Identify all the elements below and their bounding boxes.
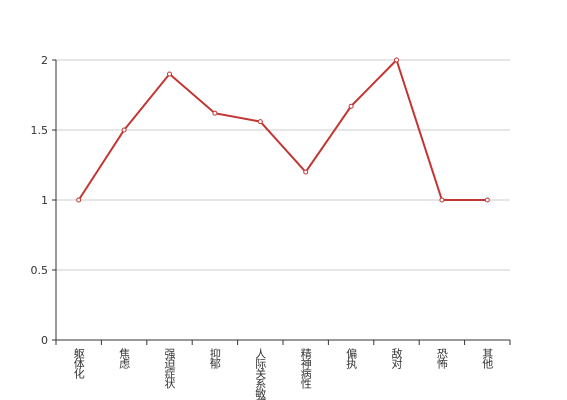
x-tick-label: 其他 — [481, 348, 494, 369]
point — [348, 103, 354, 109]
point — [484, 197, 490, 203]
x-tick-label: 抑郁 — [208, 347, 221, 369]
point — [394, 57, 399, 63]
point — [121, 127, 127, 133]
x-tick-label: 躯体化 — [72, 348, 85, 380]
x-tick-label: 恐怖 — [435, 348, 448, 369]
point — [76, 197, 82, 203]
x-tick-label: 精神病性 — [299, 348, 312, 390]
y-tick-label: 1 — [41, 194, 48, 207]
point — [167, 71, 172, 77]
point — [257, 119, 263, 125]
y-tick-label: 1.5 — [31, 124, 49, 137]
y-tick-label: 2 — [41, 54, 48, 67]
x-tick-label: 焦虑 — [118, 348, 131, 369]
y-tick-label: 0.5 — [31, 264, 49, 277]
x-tick-label: 敌对 — [390, 347, 403, 369]
y-tick-label: 0 — [41, 334, 48, 347]
x-tick-label: 人际关系敏感 — [254, 348, 267, 400]
point — [303, 169, 309, 175]
point — [212, 110, 218, 116]
x-tick-label: 偏执 — [345, 347, 358, 370]
point — [439, 197, 445, 203]
x-tick-label: 强迫症状 — [163, 348, 176, 389]
line — [77, 58, 488, 201]
